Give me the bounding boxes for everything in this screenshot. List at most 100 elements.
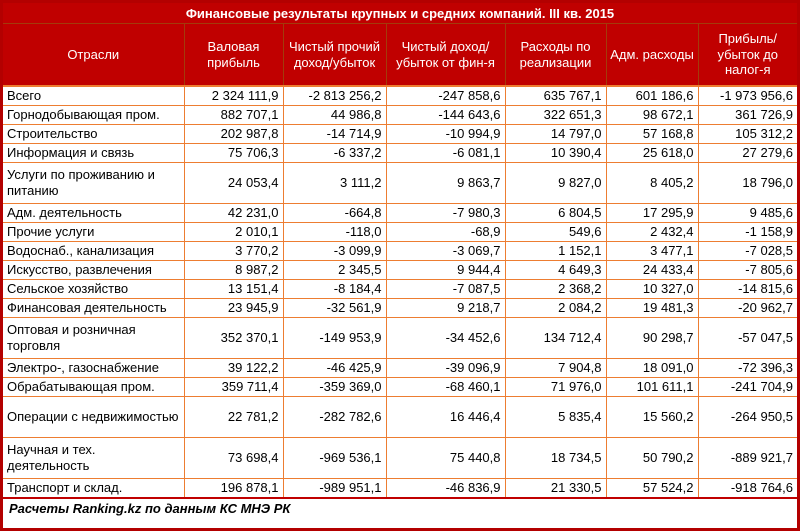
value-cell: 57 524,2 <box>605 477 699 498</box>
row-label: Горнодобывающая пром. <box>3 104 185 125</box>
value-cell: 13 151,4 <box>183 278 284 299</box>
value-cell: -14 714,9 <box>282 123 387 144</box>
table-row: Услуги по проживанию и питанию 24 053,4 3 … <box>3 161 797 204</box>
value-cell: -149 953,9 <box>282 316 387 359</box>
value-cell: -7 028,5 <box>697 240 797 261</box>
table-row: Искусство, развлечения 8 987,2 2 345,5 9 94… <box>3 259 797 280</box>
row-label: Адм. деятельность <box>3 202 185 223</box>
table-row: Обрабатывающая пром. 359 711,4 -359 369,0-… <box>3 376 797 397</box>
table-row: Прочие услуги 2 010,1 -118,0 -68,9 549,6 2 43… <box>3 221 797 242</box>
value-cell: 15 560,2 <box>605 395 699 438</box>
value-cell: 601 186,6 <box>605 86 699 106</box>
value-cell: 2 432,4 <box>605 221 699 242</box>
value-cell: 7 904,8 <box>504 357 607 378</box>
value-cell: 73 698,4 <box>183 436 284 479</box>
value-cell: -144 643,6 <box>385 104 506 125</box>
value-cell: 105 312,2 <box>697 123 797 144</box>
row-label: Информация и связь <box>3 142 185 163</box>
value-cell: 57 168,8 <box>605 123 699 144</box>
value-cell: 3 111,2 <box>282 161 387 204</box>
value-cell: -32 561,9 <box>282 297 387 318</box>
table-row: Транспорт и склад. 196 878,1 -989 951,1 -46… <box>3 477 797 498</box>
value-cell: -39 096,9 <box>385 357 506 378</box>
value-cell: 635 767,1 <box>504 86 607 106</box>
value-cell: 2 084,2 <box>504 297 607 318</box>
table-row: Адм. деятельность 42 231,0 -664,8 -7 980,3 6… <box>3 202 797 223</box>
value-cell: -34 452,6 <box>385 316 506 359</box>
value-cell: -264 950,5 <box>697 395 797 438</box>
column-header-gross-profit: Валовая прибыль <box>183 24 283 87</box>
row-label: Прочие услуги <box>3 221 185 242</box>
value-cell: -46 836,9 <box>385 477 506 498</box>
value-cell: -57 047,5 <box>697 316 797 359</box>
value-cell: 882 707,1 <box>183 104 284 125</box>
value-cell: 361 726,9 <box>697 104 797 125</box>
column-header-selling-expenses: Расходы по реализации <box>504 24 606 87</box>
value-cell: 3 477,1 <box>605 240 699 261</box>
value-cell: 549,6 <box>504 221 607 242</box>
value-cell: -989 951,1 <box>282 477 387 498</box>
value-cell: 75 706,3 <box>183 142 284 163</box>
value-cell: 39 122,2 <box>183 357 284 378</box>
value-cell: 17 295,9 <box>605 202 699 223</box>
value-cell: 3 770,2 <box>183 240 284 261</box>
table-header: Отрасли Валовая прибыль Чистый прочий до… <box>3 24 797 87</box>
table-body: Всего 2 324 111,9 -2 813 256,2 -247 858,6 63… <box>3 86 797 498</box>
value-cell: -2 813 256,2 <box>282 86 387 106</box>
row-label: Оптовая и розничная торговля <box>3 316 185 359</box>
value-cell: 8 987,2 <box>183 259 284 280</box>
row-label: Электро-, газоснабжение <box>3 357 185 378</box>
value-cell: -282 782,6 <box>282 395 387 438</box>
value-cell: -7 980,3 <box>385 202 506 223</box>
value-cell: 98 672,1 <box>605 104 699 125</box>
value-cell: 10 327,0 <box>605 278 699 299</box>
header-row: Отрасли Валовая прибыль Чистый прочий до… <box>3 24 797 87</box>
value-cell: 24 433,4 <box>605 259 699 280</box>
value-cell: 1 152,1 <box>504 240 607 261</box>
table-row: Научная и тех. деятельность 73 698,4 -969 … <box>3 436 797 479</box>
value-cell: 18 734,5 <box>504 436 607 479</box>
value-cell: 18 796,0 <box>697 161 797 204</box>
value-cell: 6 804,5 <box>504 202 607 223</box>
value-cell: -118,0 <box>282 221 387 242</box>
value-cell: 18 091,0 <box>605 357 699 378</box>
value-cell: 27 279,6 <box>697 142 797 163</box>
row-label: Услуги по проживанию и питанию <box>3 161 185 204</box>
column-header-admin-expenses: Адм. расходы <box>605 24 698 87</box>
value-cell: 352 370,1 <box>183 316 284 359</box>
table-row: Электро-, газоснабжение 39 122,2 -46 425,9… <box>3 357 797 378</box>
value-cell: -8 184,4 <box>282 278 387 299</box>
table-row: Финансовая деятельность 23 945,9 -32 561,9… <box>3 297 797 318</box>
value-cell: 19 481,3 <box>605 297 699 318</box>
value-cell: 24 053,4 <box>183 161 284 204</box>
value-cell: 71 976,0 <box>504 376 607 397</box>
value-cell: 75 440,8 <box>385 436 506 479</box>
value-cell: -918 764,6 <box>697 477 797 498</box>
value-cell: -3 069,7 <box>385 240 506 261</box>
value-cell: 16 446,4 <box>385 395 506 438</box>
value-cell: -46 425,9 <box>282 357 387 378</box>
data-table: Отрасли Валовая прибыль Чистый прочий до… <box>3 24 797 498</box>
row-label: Финансовая деятельность <box>3 297 185 318</box>
value-cell: 196 878,1 <box>183 477 284 498</box>
value-cell: -359 369,0 <box>282 376 387 397</box>
value-cell: 101 611,1 <box>605 376 699 397</box>
column-header-pretax-profit: Прибыль/убыток до налог-я <box>697 24 797 87</box>
value-cell: -14 815,6 <box>697 278 797 299</box>
value-cell: 359 711,4 <box>183 376 284 397</box>
value-cell: 25 618,0 <box>605 142 699 163</box>
table-row: Оптовая и розничная торговля 352 370,1 -14… <box>3 316 797 359</box>
value-cell: 10 390,4 <box>504 142 607 163</box>
value-cell: 50 790,2 <box>605 436 699 479</box>
value-cell: 9 485,6 <box>697 202 797 223</box>
value-cell: 202 987,8 <box>183 123 284 144</box>
value-cell: 9 863,7 <box>385 161 506 204</box>
source-note: Расчеты Ranking.kz по данным КС МНЭ РК <box>3 497 797 528</box>
table-row: Горнодобывающая пром. 882 707,1 44 986,8 -1… <box>3 104 797 125</box>
table-row: Строительство 202 987,8 -14 714,9 -10 994,9… <box>3 123 797 144</box>
column-header-net-other-income: Чистый прочий доход/убыток <box>282 24 386 87</box>
table-title: Финансовые результаты крупных и средних … <box>3 3 797 24</box>
value-cell: 44 986,8 <box>282 104 387 125</box>
column-header-industries: Отрасли <box>3 24 184 87</box>
table-row: Операции с недвижимостью 22 781,2 -282 782… <box>3 395 797 438</box>
